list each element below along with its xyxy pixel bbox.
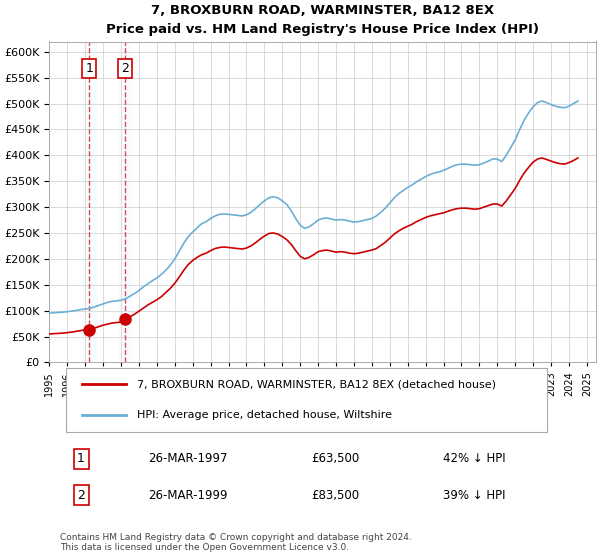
Text: £83,500: £83,500 [311, 489, 360, 502]
FancyBboxPatch shape [66, 367, 547, 432]
Text: 42% ↓ HPI: 42% ↓ HPI [443, 452, 505, 465]
Text: 39% ↓ HPI: 39% ↓ HPI [443, 489, 505, 502]
Text: 1: 1 [77, 452, 85, 465]
Bar [119, 41, 131, 362]
Text: Contains HM Land Registry data © Crown copyright and database right 2024.
This d: Contains HM Land Registry data © Crown c… [61, 533, 412, 552]
Text: 7, BROXBURN ROAD, WARMINSTER, BA12 8EX (detached house): 7, BROXBURN ROAD, WARMINSTER, BA12 8EX (… [137, 379, 496, 389]
Text: 2: 2 [121, 62, 129, 75]
Title: 7, BROXBURN ROAD, WARMINSTER, BA12 8EX
Price paid vs. HM Land Registry's House P: 7, BROXBURN ROAD, WARMINSTER, BA12 8EX P… [106, 4, 539, 36]
Text: 1: 1 [85, 62, 93, 75]
Text: 26-MAR-1999: 26-MAR-1999 [148, 489, 227, 502]
Text: HPI: Average price, detached house, Wiltshire: HPI: Average price, detached house, Wilt… [137, 410, 392, 420]
Text: 26-MAR-1997: 26-MAR-1997 [148, 452, 227, 465]
Bar [83, 41, 95, 362]
Text: £63,500: £63,500 [311, 452, 360, 465]
Text: 2: 2 [77, 489, 85, 502]
